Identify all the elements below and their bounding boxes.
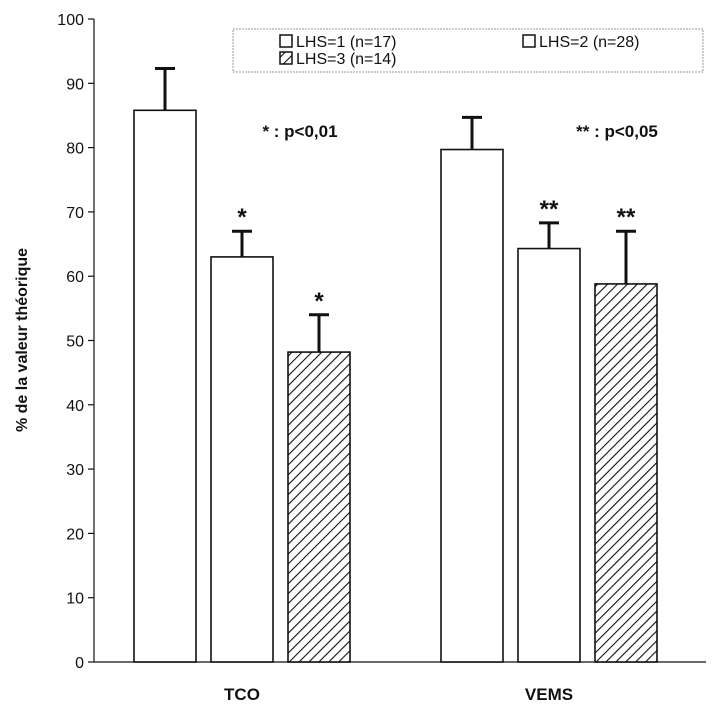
category-labels: TCO VEMS [224,685,573,704]
bar [210,256,274,663]
y-tick-label: 10 [66,591,84,608]
y-tick-label: 100 [57,12,84,29]
y-tick-label: 0 [75,655,84,672]
bar [133,109,197,663]
annotation-tco: * : p<0,01 [262,122,337,141]
y-axis: 0 10 20 30 40 50 60 70 80 90 100 [57,12,706,672]
significance-marker: * [237,204,247,231]
bars-group: **** ** [133,67,658,663]
y-tick-label: 50 [66,334,84,351]
y-tick-label: 20 [66,526,84,543]
y-tick-label: 40 [66,398,84,415]
significance-marker: ** [540,196,559,223]
legend-label-lhs2: LHS=2 (n=28) [539,34,640,51]
legend-box [232,28,704,73]
legend-swatch-lhs1 [279,34,293,48]
y-tick-label: 90 [66,76,84,93]
bar [287,351,351,663]
y-tick-label: 60 [66,269,84,286]
category-label: VEMS [525,685,573,704]
bar [517,247,581,663]
y-tick-label: 30 [66,462,84,479]
y-tick-label: 70 [66,205,84,222]
y-tick-label: 80 [66,141,84,158]
y-axis-label: % de la valeur théorique [14,248,31,432]
legend-swatch-lhs2 [522,34,536,48]
legend-label-lhs1: LHS=1 (n=17) [296,34,397,51]
category-label: TCO [224,685,260,704]
bar [440,148,504,663]
bar [594,283,658,663]
significance-marker: ** [617,204,636,231]
significance-marker: * [314,288,324,315]
legend-label-lhs3: LHS=3 (n=14) [296,51,397,68]
legend-swatch-lhs3 [279,51,293,65]
annotation-vems: ** : p<0,05 [576,122,658,141]
legend: LHS=1 (n=17) LHS=2 (n=28) LHS=3 (n=14) [232,28,704,73]
